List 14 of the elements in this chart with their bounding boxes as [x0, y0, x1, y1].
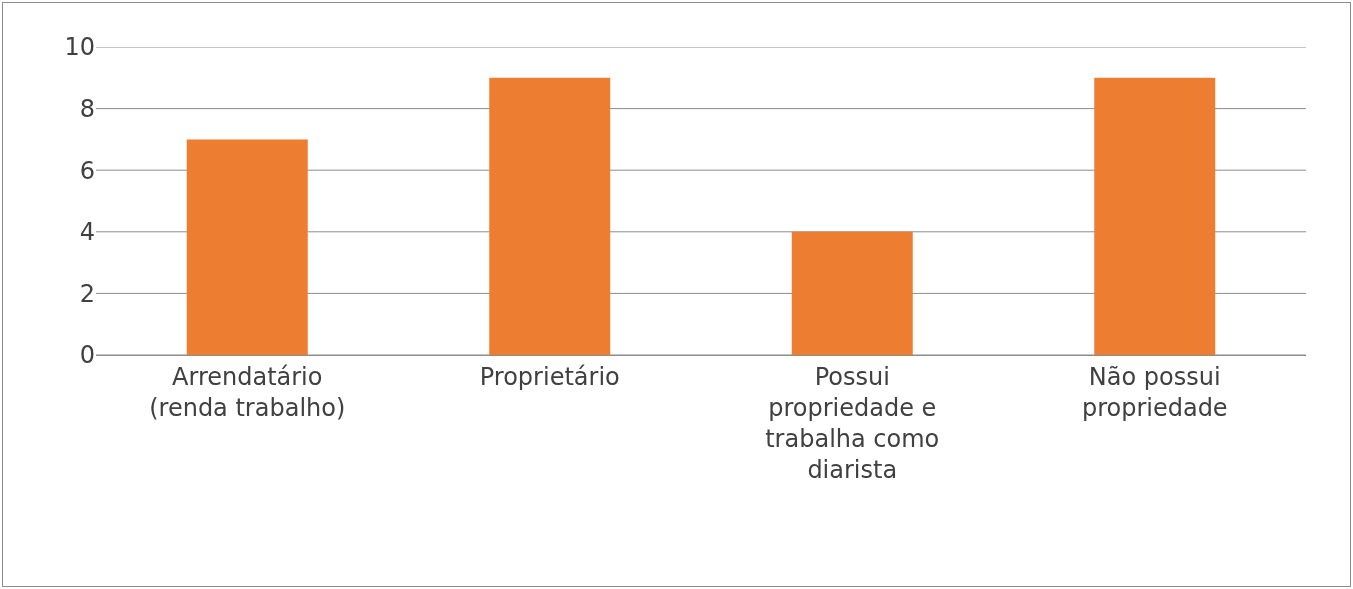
bar — [791, 231, 913, 355]
y-tick-label: 2 — [79, 279, 95, 308]
y-tick-label: 6 — [79, 156, 95, 185]
bar — [186, 139, 308, 355]
bar — [489, 77, 611, 355]
x-tick-label: Não possui propriedade — [1081, 362, 1228, 422]
y-tick-label: 8 — [79, 95, 95, 123]
y-tick-label: 0 — [79, 341, 95, 370]
x-tick-label: Possui propriedade e trabalha como diarista — [765, 362, 940, 485]
x-tick-label: Arrendatário (renda trabalho) — [149, 362, 346, 422]
x-tick-label: Proprietário — [479, 362, 620, 391]
bar — [1094, 77, 1216, 355]
y-tick-label: 10 — [64, 33, 95, 62]
y-tick-label: 4 — [79, 218, 95, 247]
